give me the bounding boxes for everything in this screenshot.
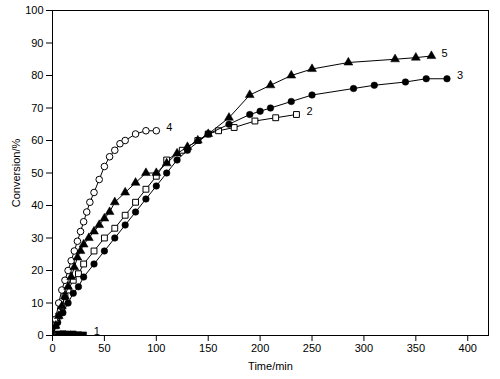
svg-text:300: 300 [355,342,373,354]
svg-text:200: 200 [251,342,269,354]
svg-text:250: 250 [303,342,321,354]
svg-text:5: 5 [441,47,447,59]
svg-text:80: 80 [31,69,43,81]
svg-text:50: 50 [31,167,43,179]
svg-text:40: 40 [31,199,43,211]
svg-text:150: 150 [199,342,217,354]
svg-text:4: 4 [166,121,172,133]
svg-text:30: 30 [31,232,43,244]
svg-text:90: 90 [31,37,43,49]
svg-text:0: 0 [37,329,43,341]
svg-text:20: 20 [31,264,43,276]
svg-text:70: 70 [31,102,43,114]
svg-text:60: 60 [31,134,43,146]
svg-text:100: 100 [25,4,43,16]
svg-text:350: 350 [407,342,425,354]
svg-text:3: 3 [457,69,463,81]
svg-text:1: 1 [93,325,100,338]
svg-text:10: 10 [31,297,43,309]
svg-text:100: 100 [147,342,165,354]
svg-text:2: 2 [306,105,312,117]
svg-text:50: 50 [98,342,110,354]
svg-text:0: 0 [49,342,55,354]
svg-text:400: 400 [459,342,477,354]
svg-text:Conversion/%: Conversion/% [10,139,22,208]
svg-text:Time/min: Time/min [248,360,293,372]
